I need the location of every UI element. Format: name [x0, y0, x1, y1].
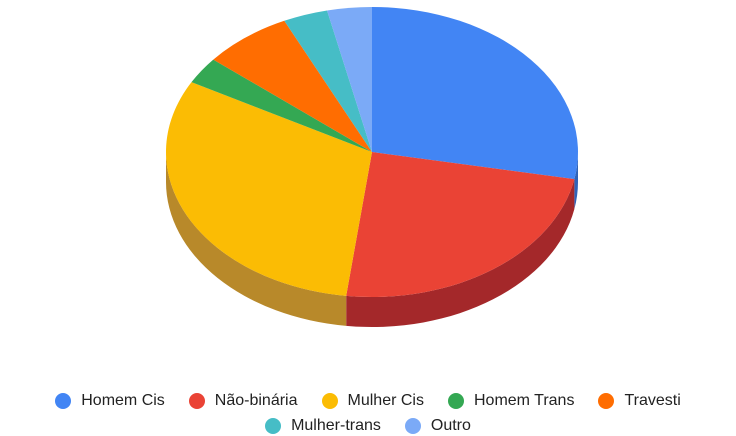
- legend-item-n-o-bin-ria: Não-binária: [188, 391, 298, 411]
- pie-side-walls: [166, 152, 578, 328]
- legend-label: Outro: [430, 417, 471, 434]
- legend-swatch: [598, 393, 615, 409]
- legend-item-travesti: Travesti: [598, 391, 681, 411]
- legend-label: Homem Trans: [473, 392, 575, 409]
- legend-row-1: Homem Cis Não-binária Mulher Cis Homem Tran…: [0, 391, 736, 411]
- pie-slice-mulher-cis: [165, 82, 372, 296]
- pie-top-faces: [165, 6, 578, 298]
- pie-slice-homem-trans: [191, 59, 372, 152]
- legend-swatch: [447, 393, 464, 409]
- pie-slice-side-mulher-cis: [166, 152, 347, 326]
- pie-slice-n-o-bin-ria: [346, 152, 575, 298]
- legend-swatch: [55, 393, 72, 409]
- legend-swatch: [321, 393, 338, 409]
- legend-label: Mulher Cis: [347, 392, 424, 409]
- legend-label: Travesti: [624, 392, 681, 409]
- legend-item-outro: Outro: [404, 416, 471, 436]
- legend-item-mulher-trans: Mulher-trans: [265, 416, 381, 436]
- pie-slice-side-n-o-bin-ria: [346, 179, 575, 328]
- pie-slice-side-homem-cis: [574, 152, 578, 210]
- pie-slice-mulher-trans: [284, 10, 372, 152]
- pie-slice-travesti: [213, 20, 372, 152]
- pie-slice-homem-cis: [372, 7, 578, 180]
- legend-swatch: [265, 418, 282, 434]
- legend-swatch: [404, 418, 421, 434]
- pie-slice-outro: [327, 6, 372, 152]
- legend-item-homem-trans: Homem Trans: [447, 391, 575, 411]
- pie-plot-area: [165, 6, 578, 328]
- legend-label: Mulher-trans: [291, 417, 381, 434]
- legend-label: Homem Cis: [81, 392, 165, 409]
- legend-row-2: Mulher-trans Outro: [0, 416, 736, 436]
- legend-label: Não-binária: [214, 392, 298, 409]
- legend-item-homem-cis: Homem Cis: [55, 391, 165, 411]
- legend-swatch: [188, 393, 205, 409]
- legend-item-mulher-cis: Mulher Cis: [321, 391, 424, 411]
